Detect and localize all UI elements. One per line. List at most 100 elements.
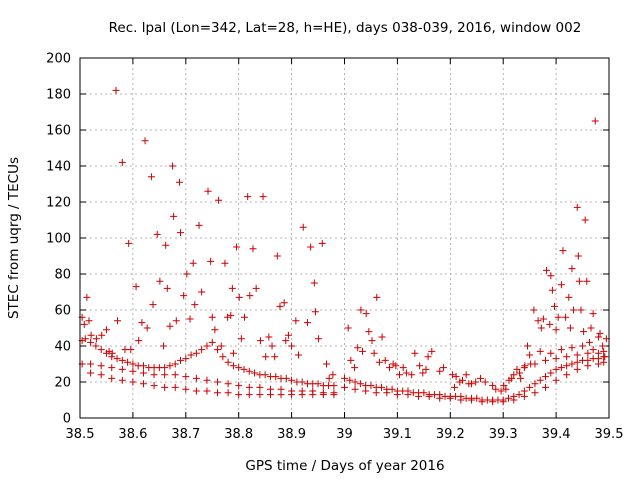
data-point <box>92 342 100 350</box>
data-point <box>153 230 161 238</box>
data-point <box>358 347 366 355</box>
data-point <box>102 349 110 357</box>
data-point <box>589 346 597 354</box>
data-point <box>132 283 140 291</box>
data-point <box>489 382 497 390</box>
y-tick-label: 80 <box>54 268 71 283</box>
data-point <box>419 369 427 377</box>
data-point <box>266 391 274 399</box>
data-point <box>246 292 254 300</box>
data-point <box>203 387 211 395</box>
data-point <box>580 328 588 336</box>
data-point <box>557 364 565 372</box>
data-point <box>150 382 158 390</box>
data-point <box>276 302 284 310</box>
data-point <box>183 270 191 278</box>
data-point <box>224 380 232 388</box>
data-point <box>473 394 481 402</box>
data-point <box>97 362 105 370</box>
data-point <box>143 324 151 332</box>
data-point <box>524 342 532 350</box>
data-point <box>557 281 565 289</box>
data-point <box>189 259 197 267</box>
y-tick-label: 180 <box>46 88 71 103</box>
data-point <box>557 346 565 354</box>
data-point <box>118 356 126 364</box>
data-point <box>139 369 147 377</box>
y-tick-label: 160 <box>46 124 71 139</box>
data-point <box>416 362 424 370</box>
data-point <box>476 374 484 382</box>
data-point <box>546 320 554 328</box>
data-point <box>534 317 542 325</box>
data-point <box>203 376 211 384</box>
data-point <box>573 365 581 373</box>
data-point <box>129 367 137 375</box>
data-point <box>277 391 285 399</box>
data-point <box>294 351 302 359</box>
data-point <box>150 371 158 379</box>
data-point <box>256 391 264 399</box>
data-point <box>207 257 215 265</box>
data-point <box>261 371 269 379</box>
data-point <box>221 259 229 267</box>
data-point <box>542 383 550 391</box>
data-point <box>542 356 550 364</box>
data-point <box>319 391 327 399</box>
data-point <box>156 277 164 285</box>
data-point <box>536 376 544 384</box>
data-point <box>187 351 195 359</box>
data-point <box>329 371 337 379</box>
data-point <box>139 362 147 370</box>
data-point <box>171 360 179 368</box>
x-tick-label: 38.7 <box>171 427 200 442</box>
data-point <box>536 347 544 355</box>
data-point <box>240 365 248 373</box>
data-point <box>399 364 407 372</box>
data-point <box>118 365 126 373</box>
data-point <box>362 387 370 395</box>
data-point <box>97 346 105 354</box>
data-point <box>448 371 456 379</box>
data-point <box>118 376 126 384</box>
data-point <box>169 162 177 170</box>
data-point <box>87 338 95 346</box>
data-point <box>298 378 306 386</box>
data-point <box>472 378 480 386</box>
data-point <box>138 319 146 327</box>
data-point <box>579 342 587 350</box>
data-point <box>113 355 121 363</box>
data-point <box>177 229 185 237</box>
data-point <box>563 362 571 370</box>
data-point <box>249 245 257 253</box>
data-point <box>573 358 581 366</box>
x-axis-label: GPS time / Days of year 2016 <box>245 458 444 474</box>
data-point <box>314 380 322 388</box>
data-point <box>161 371 169 379</box>
data-point <box>92 335 100 343</box>
data-point <box>520 392 528 400</box>
data-point <box>411 349 419 357</box>
data-point <box>309 391 317 399</box>
data-point <box>504 394 512 402</box>
data-point <box>552 376 560 384</box>
data-point <box>357 306 365 314</box>
data-point <box>288 342 296 350</box>
data-point <box>192 374 200 382</box>
data-point <box>282 374 290 382</box>
data-point <box>547 369 555 377</box>
data-point <box>175 178 183 186</box>
data-point <box>537 324 545 332</box>
data-point <box>530 306 538 314</box>
data-point <box>354 344 362 352</box>
data-point <box>425 392 433 400</box>
data-point <box>594 349 602 357</box>
data-point <box>594 360 602 368</box>
data-point <box>563 371 571 379</box>
data-point <box>543 266 551 274</box>
data-point <box>268 342 276 350</box>
tick-labels: 38.5 38.6 38.7 38.8 38.9 39 39.1 39.2 39.3 39.4 39… <box>46 52 623 443</box>
data-point <box>566 324 574 332</box>
x-tick-label: 39.4 <box>542 427 571 442</box>
data-point <box>182 385 190 393</box>
